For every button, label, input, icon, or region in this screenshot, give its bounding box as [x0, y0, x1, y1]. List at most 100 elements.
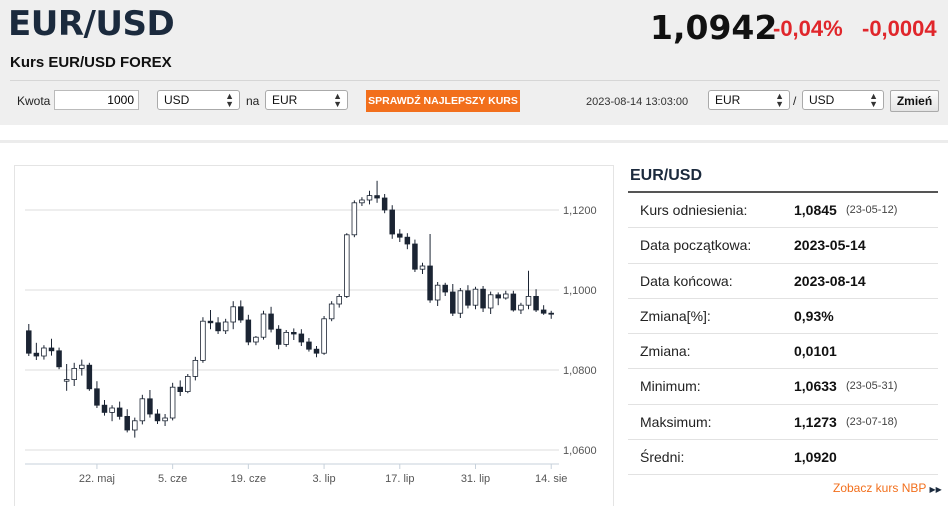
- candle-body: [275, 328, 282, 345]
- from-currency-select[interactable]: USD ▲ ▼: [157, 90, 240, 110]
- candle-body: [71, 367, 77, 380]
- from-currency-value: USD: [164, 93, 190, 107]
- candle: [427, 234, 433, 303]
- candle: [533, 289, 539, 312]
- candle: [344, 233, 350, 298]
- candle: [26, 324, 32, 356]
- x-tick-label: 17. lip: [385, 473, 414, 485]
- candle: [94, 381, 100, 408]
- candle-body: [450, 291, 456, 314]
- pair-to-value: USD: [809, 93, 835, 107]
- candle: [101, 400, 108, 416]
- candle: [328, 301, 335, 322]
- candle-body: [518, 304, 524, 311]
- amount-input[interactable]: [54, 90, 139, 110]
- pair-from-select[interactable]: EUR ▲ ▼: [708, 90, 790, 110]
- candle-body: [419, 265, 426, 270]
- candle-body: [344, 234, 350, 297]
- candle-body: [397, 233, 403, 238]
- candle: [56, 347, 62, 370]
- stats-row: Data początkowa: 2023-05-14: [628, 228, 938, 264]
- updown-arrows-icon: ▲ ▼: [225, 91, 234, 109]
- candle-body: [41, 347, 47, 357]
- candle: [442, 282, 448, 296]
- stats-label: Data początkowa:: [640, 237, 752, 254]
- candle: [434, 282, 441, 306]
- candle-body: [230, 306, 236, 323]
- stats-row: Średni: 1,0920: [628, 440, 938, 476]
- candle-body: [200, 320, 206, 361]
- candle: [116, 401, 123, 420]
- candle-body: [540, 309, 547, 314]
- candle-body: [434, 284, 441, 301]
- candle-body: [283, 331, 289, 345]
- candle: [495, 292, 501, 306]
- stats-value: 1,0633: [794, 378, 837, 395]
- swap-pair-button[interactable]: Zmień: [890, 90, 939, 112]
- stats-label: Średni:: [640, 449, 685, 466]
- stats-title: EUR/USD: [628, 160, 938, 193]
- candle: [162, 414, 168, 426]
- candle: [283, 330, 289, 347]
- page-title: EUR/USD: [8, 4, 175, 44]
- pair-from-value: EUR: [715, 93, 741, 107]
- candle: [313, 346, 320, 358]
- candle: [245, 314, 252, 346]
- candle-body: [192, 359, 199, 377]
- candle-body: [132, 420, 138, 431]
- stats-row: Minimum: 1,0633 (23-05-31): [628, 369, 938, 405]
- y-tick-label: 1,1200: [563, 205, 597, 217]
- stats-row: Data końcowa: 2023-08-14: [628, 264, 938, 299]
- candle-body: [109, 407, 115, 413]
- candle: [480, 286, 486, 312]
- quote-timestamp: 2023-08-14 13:03:00: [586, 96, 689, 108]
- stats-label: Minimum:: [640, 378, 701, 395]
- to-currency-select[interactable]: EUR ▲ ▼: [265, 90, 348, 110]
- candle-body: [495, 294, 501, 299]
- candle-body: [374, 195, 380, 199]
- stats-row: Zmiana: 0,0101: [628, 334, 938, 370]
- stats-value: 2023-08-14: [794, 272, 866, 289]
- candle: [63, 364, 70, 391]
- candle-body: [260, 313, 267, 338]
- candle-body: [94, 388, 100, 406]
- check-best-rate-button[interactable]: SPRAWDŹ NAJLEPSZY KURS: [366, 90, 520, 112]
- candle-body: [336, 295, 342, 305]
- candle: [33, 342, 40, 360]
- x-tick-label: 5. cze: [158, 473, 187, 485]
- candle: [457, 288, 464, 318]
- stats-value: 1,0920: [794, 449, 837, 466]
- candle: [86, 362, 93, 391]
- candle-body: [207, 320, 214, 324]
- candle-body: [427, 265, 433, 301]
- candle: [374, 180, 380, 203]
- pair-to-select[interactable]: USD ▲ ▼: [802, 90, 884, 110]
- candle: [465, 285, 471, 309]
- stats-label: Zmiana:: [640, 343, 691, 360]
- candle-body: [56, 350, 62, 368]
- candle-body: [306, 341, 312, 350]
- candle: [215, 317, 221, 334]
- candle: [192, 356, 199, 381]
- candle-body: [79, 364, 85, 369]
- change-absolute: -0,0004: [862, 16, 937, 41]
- chart-container: 1,0600 1,0800 1,1000 1,1200 22. maj 5. cze 19.…: [14, 165, 614, 506]
- candle: [487, 291, 494, 314]
- candle: [525, 270, 532, 310]
- candle-body: [313, 348, 320, 354]
- stats-date: (23-05-12): [846, 204, 898, 216]
- nbp-rate-link[interactable]: Zobacz kurs NBP ▶▶: [833, 481, 942, 495]
- candle-body: [139, 398, 146, 422]
- candle-body: [457, 290, 464, 314]
- candle-body: [101, 404, 108, 413]
- candle-body: [298, 333, 305, 343]
- candle-body: [351, 202, 358, 236]
- updown-arrows-icon: ▲ ▼: [333, 91, 342, 109]
- stats-panel: EUR/USD Kurs odniesienia: 1,0845 (23-05-12…: [628, 160, 938, 476]
- candle: [253, 336, 259, 346]
- candle-body: [359, 199, 365, 204]
- candle-body: [33, 352, 40, 357]
- candle-body: [154, 413, 161, 422]
- candle-body: [389, 209, 395, 235]
- candle: [412, 239, 418, 272]
